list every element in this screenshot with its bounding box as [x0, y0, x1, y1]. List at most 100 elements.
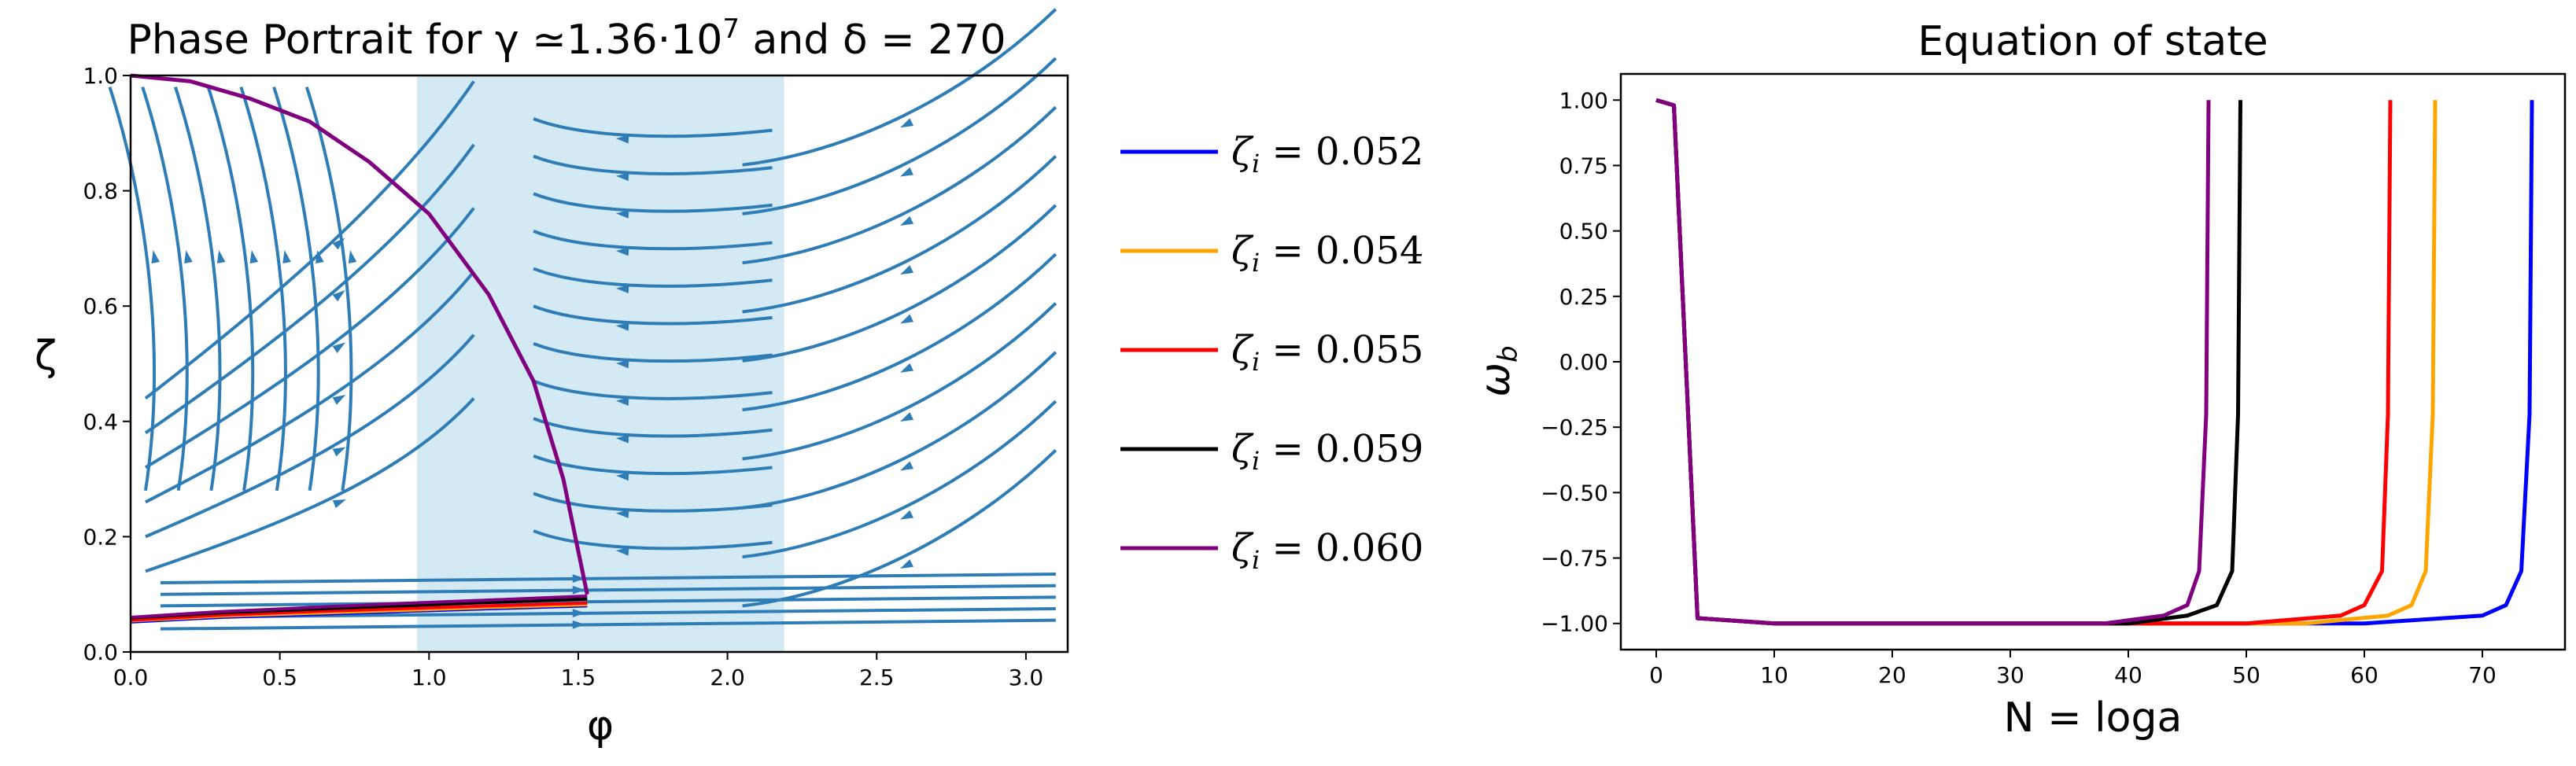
streamline	[533, 154, 773, 175]
streamline	[742, 8, 1057, 167]
streamline	[533, 117, 773, 138]
x-tick-label: 1.0	[411, 665, 447, 691]
stream-arrow	[184, 250, 193, 263]
phase-portrait-panel: Phase Portrait for γ ≃1.36·107 and δ = 2…	[35, 8, 1069, 749]
streamline	[144, 143, 475, 435]
y-tick-label: −0.25	[1541, 414, 1608, 440]
equation-of-state-ylabel: ωb	[1472, 345, 1524, 396]
y-tick-label: 0.4	[83, 409, 118, 435]
stream-arrow	[572, 609, 585, 617]
equation-of-state-title: Equation of state	[1917, 18, 2268, 65]
y-tick-label: 0.0	[83, 639, 118, 665]
x-tick-label: 60	[2350, 662, 2379, 688]
x-tick-label: 2.0	[710, 665, 745, 691]
shaded-region	[417, 75, 784, 652]
equation-of-state-plot-area: 0 10 20 30 40 50 60 70 1.00 0.75 0.50 0.25 0.00 −0.25…	[1541, 72, 2567, 688]
stream-arrow	[615, 359, 629, 369]
stream-arrow	[332, 447, 346, 457]
streamline	[144, 80, 475, 400]
streamline	[533, 417, 773, 438]
stream-arrow	[615, 472, 629, 481]
streamline	[742, 204, 1057, 363]
equation-of-state-xlabel: N = loga	[2004, 694, 2183, 742]
y-tick-label: −1.00	[1541, 611, 1608, 637]
streamline	[533, 230, 773, 251]
y-tick-label: 0.6	[83, 293, 118, 319]
streamline	[742, 252, 1057, 412]
x-tick-label: 0.5	[262, 665, 297, 691]
x-tick-label: 10	[1760, 662, 1788, 688]
trajectory-line	[130, 594, 588, 620]
x-tick-label: 0	[1649, 662, 1663, 688]
phase-portrait-plot-area: 0.0 0.5 1.0 1.5 2.0 2.5 3.0 0.0 0.2 0.4 0.6 0.8 1.0	[83, 8, 1069, 691]
phase-portrait-title: Phase Portrait for γ ≃1.36·107 and δ = 2…	[127, 13, 1006, 64]
streamline	[742, 155, 1057, 314]
stream-arrow	[615, 172, 629, 182]
streamline	[173, 87, 222, 492]
stream-arrow	[615, 510, 629, 518]
streamline	[742, 105, 1057, 265]
stream-arrow	[900, 167, 914, 177]
legend-label: ζi = 0.054	[1231, 229, 1423, 278]
stream-arrow	[900, 412, 914, 422]
stream-arrow	[900, 363, 914, 373]
stream-arrow	[615, 210, 629, 219]
x-tick-label: 2.5	[859, 665, 895, 691]
stream-arrow	[332, 342, 345, 354]
legend: ζi = 0.052 ζi = 0.054 ζi = 0.055 ζi = 0.059…	[1120, 130, 1423, 575]
y-tick-label: −0.75	[1541, 546, 1608, 572]
stream-arrow	[615, 397, 629, 406]
x-tick-label: 30	[1996, 662, 2024, 688]
legend-label: ζi = 0.060	[1231, 526, 1423, 575]
equation-of-state-panel: Equation of state 0 10 20 30 40 50 60 70 1.00 0.7…	[1472, 18, 2567, 742]
trajectory-line	[130, 601, 588, 622]
stream-arrow	[900, 215, 914, 226]
stream-arrow	[900, 461, 914, 471]
phase-portrait-ylabel: ζ	[35, 333, 57, 380]
stream-arrow	[615, 134, 629, 144]
y-tick-label: 0.00	[1559, 349, 1608, 375]
x-tick-label: 0.0	[113, 665, 149, 691]
streamlines	[108, 8, 1057, 631]
streamline	[533, 267, 773, 288]
separatrix-line	[130, 73, 589, 595]
streamline	[533, 529, 773, 551]
eos-series-line	[1655, 98, 2438, 626]
eos-series-line	[1655, 98, 2393, 626]
phase-portrait-xlabel: φ	[587, 702, 614, 749]
stream-arrow	[615, 285, 629, 294]
y-tick-label: 0.25	[1559, 284, 1608, 310]
y-tick-label: 1.00	[1559, 87, 1608, 113]
streamline	[742, 351, 1057, 510]
stream-arrow	[615, 434, 629, 444]
streamline	[742, 400, 1057, 559]
stream-arrow	[900, 118, 914, 128]
streamline	[533, 341, 773, 363]
y-tick-label: 0.50	[1559, 219, 1608, 245]
y-tick-label: −0.50	[1541, 480, 1608, 506]
streamline	[141, 87, 189, 492]
legend-label: ζi = 0.055	[1231, 328, 1423, 377]
stream-arrow	[332, 290, 345, 302]
streamline	[742, 449, 1057, 608]
streamline	[160, 618, 1056, 631]
stream-arrow	[332, 238, 345, 250]
y-tick-label: 1.0	[83, 63, 118, 89]
streamline	[533, 192, 773, 213]
stream-arrow	[615, 547, 629, 556]
phase-portrait-axes-frame	[129, 74, 1069, 654]
stream-arrow	[615, 247, 629, 256]
streamline	[145, 397, 475, 573]
stream-arrow	[572, 574, 585, 583]
y-tick-label: 0.75	[1559, 153, 1608, 179]
streamline	[206, 87, 255, 492]
legend-label: ζi = 0.059	[1231, 427, 1423, 476]
stream-arrow	[332, 499, 346, 509]
stream-arrow	[572, 585, 585, 595]
stream-arrow	[282, 250, 291, 263]
streamline	[145, 333, 475, 539]
streamline	[272, 87, 320, 492]
x-tick-label: 1.5	[561, 665, 596, 691]
eos-series-line	[1655, 98, 2242, 626]
